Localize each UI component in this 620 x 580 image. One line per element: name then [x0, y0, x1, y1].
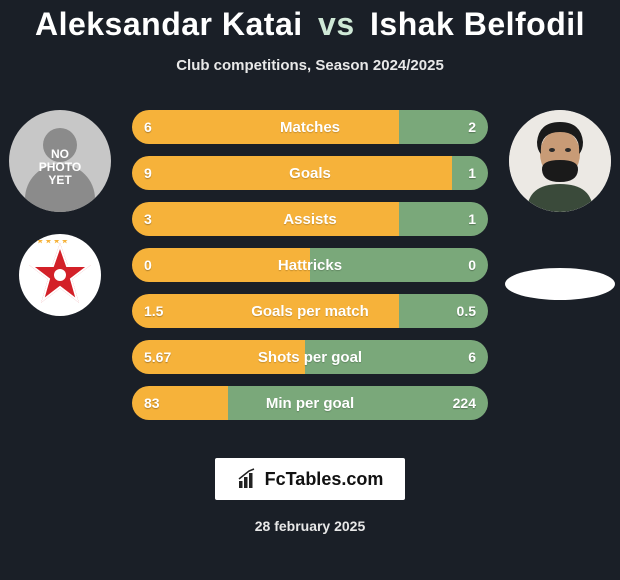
vs-separator: vs	[318, 6, 355, 42]
player1-name: Aleksandar Katai	[35, 6, 303, 42]
stat-row: 1.5 0.5 Goals per match	[132, 294, 488, 328]
stat-value-right: 1	[468, 211, 476, 227]
stat-label: Min per goal	[266, 395, 354, 412]
player1-avatar: NO PHOTO YET	[9, 110, 111, 212]
comparison-content: NO PHOTO YET ★ ★ ★ ★	[0, 110, 620, 430]
stat-value-left: 83	[144, 395, 160, 411]
stat-row: 9 1 Goals	[132, 156, 488, 190]
player2-name: Ishak Belfodil	[370, 6, 585, 42]
stat-value-left: 5.67	[144, 349, 171, 365]
stat-rows: 6 2 Matches 9 1 Goals 3 1 Assists 0 0 Hattricks 1.5 0…	[132, 110, 488, 420]
player2-avatar	[509, 110, 611, 212]
stat-label: Matches	[280, 119, 340, 136]
subtitle: Club competitions, Season 2024/2025	[0, 57, 620, 74]
no-photo-line: YET	[39, 174, 81, 187]
stat-bar-left	[132, 202, 399, 236]
player-photo-icon	[509, 110, 611, 212]
svg-text:★ ★ ★ ★: ★ ★ ★ ★	[37, 240, 69, 245]
stat-row: 83 224 Min per goal	[132, 386, 488, 420]
stat-value-right: 0.5	[457, 303, 476, 319]
stat-label: Goals	[289, 165, 331, 182]
stat-value-right: 224	[453, 395, 476, 411]
stat-row: 6 2 Matches	[132, 110, 488, 144]
footer: FcTables.com 28 february 2025	[0, 458, 620, 534]
player1-column: NO PHOTO YET ★ ★ ★ ★	[0, 110, 120, 316]
stat-label: Shots per goal	[258, 349, 362, 366]
crvena-zvezda-icon: ★ ★ ★ ★	[25, 240, 95, 310]
stat-value-left: 1.5	[144, 303, 163, 319]
stat-value-right: 0	[468, 257, 476, 273]
stat-value-right: 1	[468, 165, 476, 181]
stat-value-left: 0	[144, 257, 152, 273]
stat-value-left: 3	[144, 211, 152, 227]
stat-row: 3 1 Assists	[132, 202, 488, 236]
footer-date: 28 february 2025	[255, 518, 366, 534]
stat-bar-left	[132, 110, 399, 144]
stat-label: Goals per match	[251, 303, 369, 320]
no-photo-label: NO PHOTO YET	[39, 148, 81, 188]
stat-row: 0 0 Hattricks	[132, 248, 488, 282]
stat-row: 5.67 6 Shots per goal	[132, 340, 488, 374]
stat-value-right: 6	[468, 349, 476, 365]
player1-club-badge: ★ ★ ★ ★	[19, 234, 101, 316]
fctables-chart-icon	[237, 468, 259, 490]
stat-label: Assists	[283, 211, 336, 228]
fctables-badge[interactable]: FcTables.com	[215, 458, 406, 500]
stat-label: Hattricks	[278, 257, 342, 274]
stat-value-left: 6	[144, 119, 152, 135]
stat-value-left: 9	[144, 165, 152, 181]
fctables-label: FcTables.com	[265, 469, 384, 490]
player2-column	[500, 110, 620, 300]
stat-value-right: 2	[468, 119, 476, 135]
player2-club-badge	[505, 268, 615, 300]
comparison-title: Aleksandar Katai vs Ishak Belfodil	[0, 0, 620, 43]
